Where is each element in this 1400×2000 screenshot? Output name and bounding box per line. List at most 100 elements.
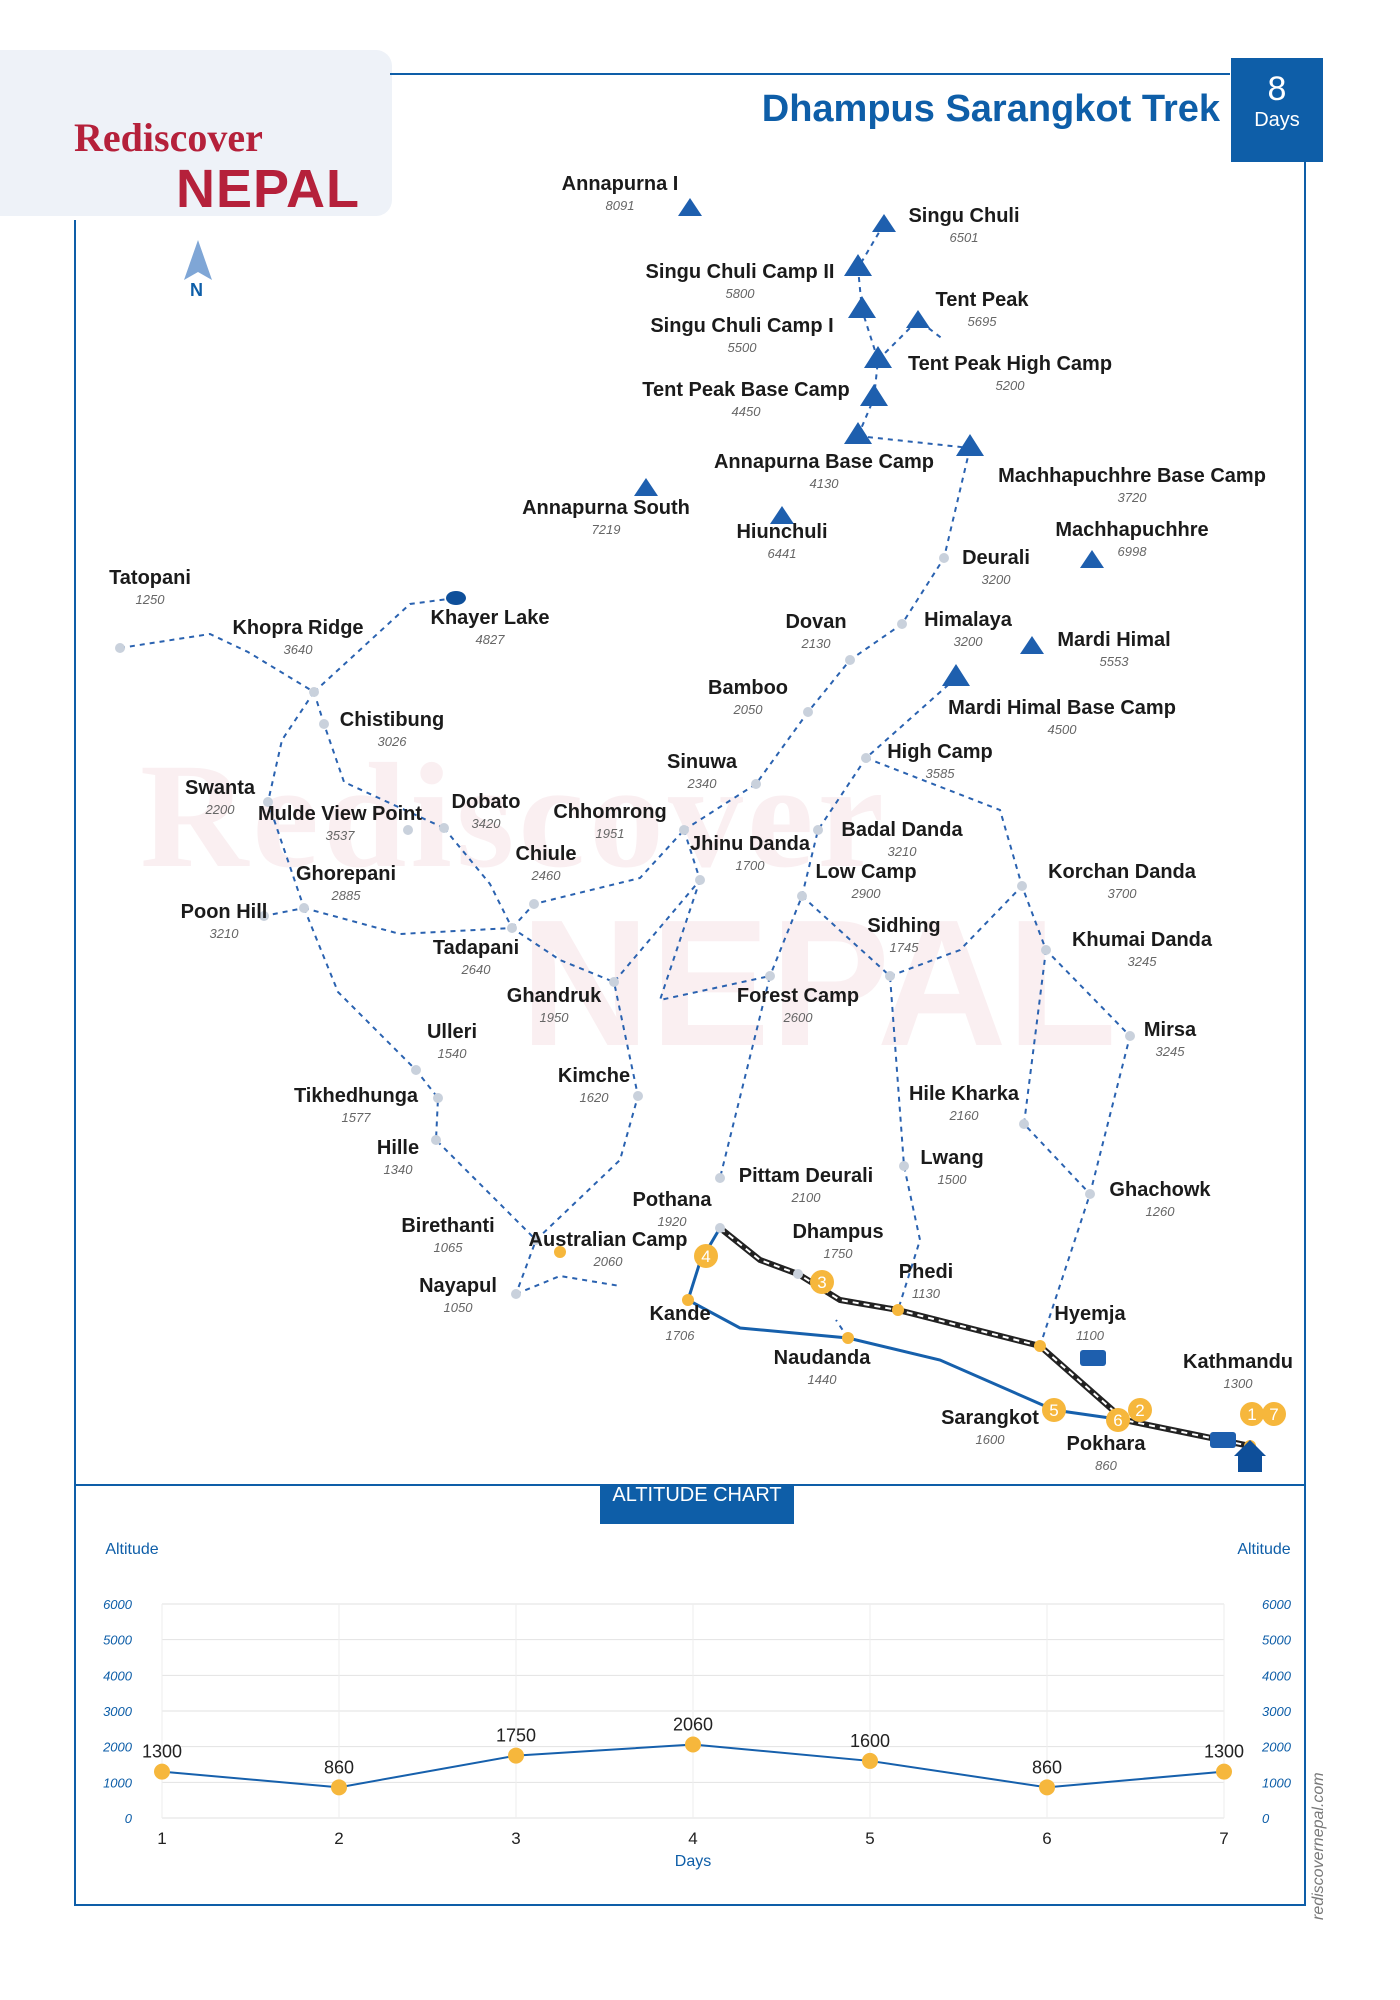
place-high-camp[interactable]: High Camp 3585 xyxy=(861,741,993,781)
trail-path xyxy=(313,597,457,693)
website-url[interactable]: rediscovernepal.com xyxy=(1310,1772,1327,1920)
place-name: Mirsa xyxy=(1144,1019,1197,1041)
place-mardi-himal[interactable]: Mardi Himal 5553 xyxy=(1020,629,1171,669)
place-korchan-danda[interactable]: Korchan Danda 3700 xyxy=(1017,861,1197,901)
place-pokhara[interactable]: Pokhara 860 xyxy=(1067,1414,1147,1473)
day-marker-1[interactable]: 1 xyxy=(1240,1402,1264,1426)
place-khumai-danda[interactable]: Khumai Danda 3245 xyxy=(1041,929,1213,969)
altitude-data-point[interactable] xyxy=(685,1736,701,1753)
place-kimche[interactable]: Kimche 1620 xyxy=(558,1065,643,1105)
place-khopra-ridge[interactable]: Khopra Ridge 3640 xyxy=(232,617,364,697)
day-marker-6[interactable]: 6 xyxy=(1106,1408,1130,1432)
place-bamboo[interactable]: Bamboo 2050 xyxy=(708,677,813,717)
place-name: Annapurna I xyxy=(562,173,679,195)
day-marker-label: 7 xyxy=(1269,1405,1278,1424)
place-chistibung[interactable]: Chistibung 3026 xyxy=(319,709,444,749)
y-tick-label-left: 1000 xyxy=(103,1775,133,1790)
place-dovan[interactable]: Dovan 2130 xyxy=(785,611,855,665)
day-marker-4[interactable]: 4 xyxy=(694,1244,718,1268)
place-altitude: 1100 xyxy=(1076,1328,1105,1343)
place-chhomrong[interactable]: Chhomrong 1951 xyxy=(553,801,689,841)
place-phedi[interactable]: Phedi 1130 xyxy=(892,1261,953,1316)
x-tick-label: 7 xyxy=(1219,1829,1228,1848)
place-dobato[interactable]: Dobato 3420 xyxy=(439,791,520,833)
place-kathmandu[interactable]: Kathmandu 1300 xyxy=(1183,1351,1293,1452)
altitude-data-point[interactable] xyxy=(154,1763,170,1780)
place-altitude: 2060 xyxy=(593,1254,624,1269)
day-marker-label: 1 xyxy=(1247,1405,1256,1424)
place-pittam-deurali[interactable]: Pittam Deurali 2100 xyxy=(715,1165,873,1205)
place-annapurna-base-camp[interactable]: Annapurna Base Camp 4130 xyxy=(714,422,934,491)
altitude-data-point[interactable] xyxy=(862,1752,878,1769)
place-name: Sidhing xyxy=(867,915,940,937)
place-ghandruk[interactable]: Ghandruk 1950 xyxy=(507,977,619,1025)
place-himalaya[interactable]: Himalaya 3200 xyxy=(897,609,1013,649)
place-tent-peak-high-camp[interactable]: Tent Peak High Camp 5200 xyxy=(864,346,1112,393)
altitude-data-point[interactable] xyxy=(1039,1779,1055,1796)
day-marker-7[interactable]: 7 xyxy=(1262,1402,1286,1426)
place-ulleri[interactable]: Ulleri 1540 xyxy=(411,1021,477,1075)
place-pothana[interactable]: Pothana 1920 xyxy=(633,1189,725,1233)
place-name: Machhapuchhre Base Camp xyxy=(998,465,1266,487)
day-marker-2[interactable]: 2 xyxy=(1128,1398,1152,1422)
place-deurali[interactable]: Deurali 3200 xyxy=(939,547,1030,587)
place-name: Badal Danda xyxy=(841,819,963,841)
place-sinuwa[interactable]: Sinuwa 2340 xyxy=(667,751,761,791)
place-singu-chuli-camp-ii[interactable]: Singu Chuli Camp II 5800 xyxy=(646,254,872,301)
place-hiunchuli[interactable]: Hiunchuli 6441 xyxy=(736,506,828,561)
place-tadapani[interactable]: Tadapani 2640 xyxy=(433,923,519,977)
place-singu-chuli-camp-i[interactable]: Singu Chuli Camp I 5500 xyxy=(650,296,876,355)
place-chiule[interactable]: Chiule 2460 xyxy=(515,843,577,909)
place-hille[interactable]: Hille 1340 xyxy=(377,1135,441,1177)
background-watermark-nepal: NEPAL xyxy=(520,883,1117,1084)
place-dhampus[interactable]: Dhampus 1750 xyxy=(792,1221,884,1279)
place-altitude: 3200 xyxy=(982,572,1012,587)
place-poon-hill[interactable]: Poon Hill 3210 xyxy=(181,901,269,941)
place-altitude: 1951 xyxy=(596,826,625,841)
place-name: Low Camp xyxy=(815,861,916,883)
place-australian-camp[interactable]: Australian Camp 2060 xyxy=(529,1229,688,1269)
place-singu-chuli[interactable]: Singu Chuli 6501 xyxy=(872,205,1020,245)
place-tatopani[interactable]: Tatopani 1250 xyxy=(109,567,191,653)
place-tent-peak[interactable]: Tent Peak 5695 xyxy=(906,289,1029,329)
waypoint-dot xyxy=(813,825,823,835)
place-jhinu-danda[interactable]: Jhinu Danda 1700 xyxy=(690,833,811,885)
altitude-data-point[interactable] xyxy=(508,1747,524,1764)
place-lwang[interactable]: Lwang 1500 xyxy=(899,1147,984,1187)
x-tick-label: 3 xyxy=(511,1829,520,1848)
place-swanta[interactable]: Swanta 2200 xyxy=(185,777,273,817)
place-machhapuchhre[interactable]: Machhapuchhre 6998 xyxy=(1055,519,1209,568)
place-nayapul[interactable]: Nayapul 1050 xyxy=(419,1275,521,1315)
place-low-camp[interactable]: Low Camp 2900 xyxy=(797,861,917,901)
altitude-data-point[interactable] xyxy=(1216,1763,1232,1780)
brand-logo[interactable]: Rediscover NEPAL xyxy=(0,50,392,219)
place-annapurna-south[interactable]: Annapurna South 7219 xyxy=(522,478,690,537)
waypoint-dot xyxy=(845,655,855,665)
place-name: Ghorepani xyxy=(296,863,396,885)
camp-icon xyxy=(844,422,872,444)
place-tikhedhunga[interactable]: Tikhedhunga 1577 xyxy=(294,1085,443,1125)
day-marker-3[interactable]: 3 xyxy=(810,1270,834,1294)
place-ghorepani[interactable]: Ghorepani 2885 xyxy=(296,863,396,913)
place-hyemja[interactable]: Hyemja 1100 xyxy=(1034,1303,1126,1352)
place-annapurna-i[interactable]: Annapurna I 8091 xyxy=(562,173,702,216)
place-mardi-himal-base-camp[interactable]: Mardi Himal Base Camp 4500 xyxy=(942,664,1176,737)
place-birethanti[interactable]: Birethanti 1065 xyxy=(401,1215,541,1255)
place-ghachowk[interactable]: Ghachowk 1260 xyxy=(1085,1179,1211,1219)
place-naudanda[interactable]: Naudanda 1440 xyxy=(774,1332,872,1387)
day-marker-5[interactable]: 5 xyxy=(1042,1398,1066,1422)
place-mirsa[interactable]: Mirsa 3245 xyxy=(1125,1019,1197,1059)
place-tent-peak-base-camp[interactable]: Tent Peak Base Camp 4450 xyxy=(642,379,888,419)
place-kande[interactable]: Kande 1706 xyxy=(649,1294,711,1343)
place-altitude: 3245 xyxy=(1128,954,1158,969)
waypoint-dot xyxy=(633,1091,643,1101)
altitude-data-point[interactable] xyxy=(331,1779,347,1796)
place-badal-danda[interactable]: Badal Danda 3210 xyxy=(813,819,963,859)
place-khayer-lake[interactable]: Khayer Lake 4827 xyxy=(431,591,550,647)
place-machhapuchhre-base-camp[interactable]: Machhapuchhre Base Camp 3720 xyxy=(956,434,1266,505)
place-forest-camp[interactable]: Forest Camp 2600 xyxy=(737,971,859,1025)
y-tick-label-right: 3000 xyxy=(1262,1704,1292,1719)
place-mulde-view-point[interactable]: Mulde View Point 3537 xyxy=(258,803,422,843)
place-sidhing[interactable]: Sidhing 1745 xyxy=(867,915,941,981)
place-hile-kharka[interactable]: Hile Kharka 2160 xyxy=(909,1083,1029,1129)
